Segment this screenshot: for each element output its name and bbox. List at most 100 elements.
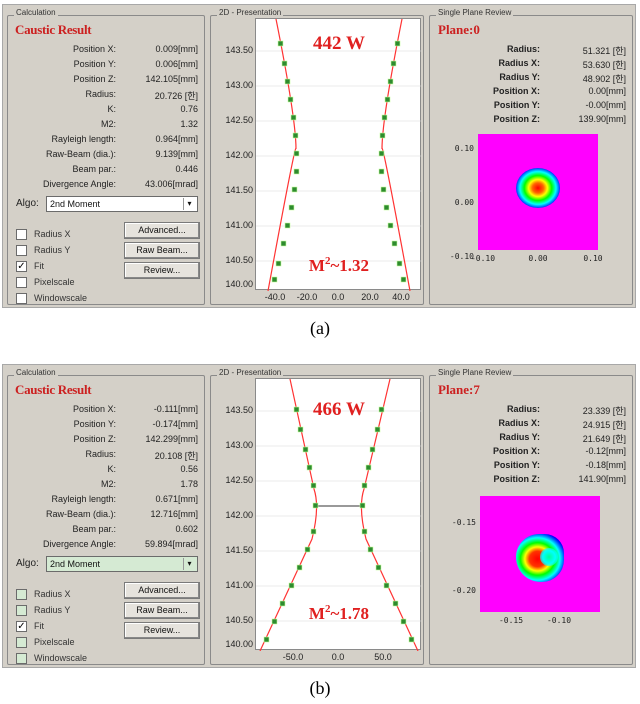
result-value: -0.111[mm]: [153, 404, 198, 414]
result-label: M2:: [100, 119, 116, 129]
plane-value: -0.12[mm]: [585, 446, 626, 456]
result-row: Position Y: 0.006[mm]: [12, 59, 200, 73]
power-label: 466 W: [313, 399, 365, 420]
plane-value: 23.339 [한]: [582, 406, 626, 416]
x-tick-label: 40.0: [392, 292, 410, 302]
checkbox-box[interactable]: [16, 277, 27, 288]
check-icon[interactable]: ✓: [16, 261, 27, 272]
result-label: Position Z:: [73, 434, 116, 444]
data-point: [277, 40, 284, 47]
caustic-plot[interactable]: 442 W M2~1.32: [255, 18, 422, 292]
m2-suffix: ~1.78: [330, 604, 369, 623]
data-point: [271, 276, 278, 283]
result-row: M2: 1.32: [12, 119, 200, 133]
x-tick-label: -40.0: [264, 292, 286, 302]
check-icon[interactable]: ✓: [16, 621, 27, 632]
plane-row: Position X: -0.12[mm]: [434, 446, 628, 460]
data-point: [288, 582, 295, 589]
x-tick-label: -20.0: [296, 292, 318, 302]
heat-x-tick: -0.10: [546, 616, 572, 625]
m2-label: M2~1.32: [309, 255, 369, 275]
data-point: [293, 150, 300, 157]
checkbox-label: Radius Y: [34, 245, 71, 255]
screenshot-panel-a: Calculation Caustic Result Position X: 0.…: [2, 4, 636, 308]
checkbox-label: Windowscale: [34, 293, 88, 303]
result-label: Raw-Beam (dia.):: [45, 149, 116, 159]
algo-select[interactable]: 2nd Moment ▾: [46, 196, 198, 212]
result-row: Position Z: 142.105[mm]: [12, 74, 200, 88]
advanced-button[interactable]: Advanced...: [124, 222, 200, 239]
checkbox-box[interactable]: [16, 293, 27, 304]
screenshot-panel-b: Calculation Caustic Result Position X: -0…: [2, 364, 636, 668]
result-label: Position X:: [72, 404, 116, 414]
data-point: [293, 168, 300, 175]
m2-sup: 2: [325, 255, 331, 267]
result-row: Position Y: -0.174[mm]: [12, 419, 200, 433]
y-tick-label: 142.50: [225, 115, 253, 125]
plane-label: Position Y:: [493, 100, 540, 110]
data-point: [378, 150, 385, 157]
review-button[interactable]: Review...: [124, 262, 200, 279]
beam-heatmap[interactable]: [478, 134, 598, 250]
plane-label: Radius Y:: [499, 72, 540, 82]
plane-label: Position X:: [493, 446, 540, 456]
m2-sup: 2: [325, 603, 331, 615]
calculation-group-title: Calculation: [14, 368, 58, 377]
data-point: [288, 204, 295, 211]
checkbox-box[interactable]: [16, 637, 27, 648]
x-tick-label: 50.0: [374, 652, 392, 662]
y-tick-label: 140.50: [225, 255, 253, 265]
result-label: K:: [107, 104, 116, 114]
result-label: Radius:: [85, 449, 116, 459]
checkbox-box[interactable]: [16, 653, 27, 664]
advanced-button[interactable]: Advanced...: [124, 582, 200, 599]
result-row: Rayleigh length: 0.671[mm]: [12, 494, 200, 508]
plane-title: Plane:7: [438, 382, 480, 397]
result-row: M2: 1.78: [12, 479, 200, 493]
plane-label: Radius:: [506, 404, 540, 414]
result-label: K:: [107, 464, 116, 474]
plane-label: Position Y:: [493, 460, 540, 470]
raw-beam-button[interactable]: Raw Beam...: [124, 242, 200, 259]
result-value: 0.006[mm]: [155, 59, 198, 69]
presentation-group-title: 2D - Presentation: [217, 368, 284, 377]
result-label: Rayleigh length:: [51, 494, 116, 504]
checkbox-box[interactable]: [16, 229, 27, 240]
chevron-down-icon[interactable]: ▾: [183, 558, 195, 570]
beam-heatmap[interactable]: [480, 496, 600, 612]
algo-label: Algo:: [16, 198, 39, 209]
caustic-plot[interactable]: 466 W M2~1.78: [255, 378, 422, 652]
plane-row: Position Y: -0.00[mm]: [434, 100, 628, 114]
plane-value: 139.90[mm]: [578, 114, 626, 124]
plane-value: 48.902 [한]: [582, 74, 626, 84]
result-row: Position X: -0.111[mm]: [12, 404, 200, 418]
y-tick-label: 140.00: [225, 639, 253, 649]
result-value: 0.602: [175, 524, 198, 534]
result-row: Radius: 20.108 [한]: [12, 449, 200, 463]
chevron-down-icon[interactable]: ▾: [183, 198, 195, 210]
result-value: 20.726 [한]: [154, 91, 198, 101]
result-label: Divergence Angle:: [42, 539, 116, 549]
data-point: [302, 446, 309, 453]
result-label: Position Y:: [73, 59, 116, 69]
raw-beam-button[interactable]: Raw Beam...: [124, 602, 200, 619]
heat-y-tick: -0.10: [449, 252, 474, 261]
y-tick-label: 142.00: [225, 150, 253, 160]
checkbox-box[interactable]: [16, 245, 27, 256]
result-label: Divergence Angle:: [42, 179, 116, 189]
checkbox-box[interactable]: [16, 605, 27, 616]
result-row: Beam par.: 0.446: [12, 164, 200, 178]
review-button[interactable]: Review...: [124, 622, 200, 639]
data-point: [396, 260, 403, 267]
data-point: [408, 636, 415, 643]
heat-y-tick: -0.15: [451, 518, 476, 527]
plane-label: Radius:: [506, 44, 540, 54]
data-point: [381, 114, 388, 121]
result-value: -0.174[mm]: [152, 419, 198, 429]
calculation-group: Calculation Caustic Result Position X: -0…: [7, 368, 205, 665]
x-tick-label: 0.0: [331, 652, 345, 662]
caustic-plot-svg: 442 W M2~1.32: [256, 18, 422, 292]
checkbox-box[interactable]: [16, 589, 27, 600]
algo-select[interactable]: 2nd Moment ▾: [46, 556, 198, 572]
plane-label: Position X:: [493, 86, 540, 96]
